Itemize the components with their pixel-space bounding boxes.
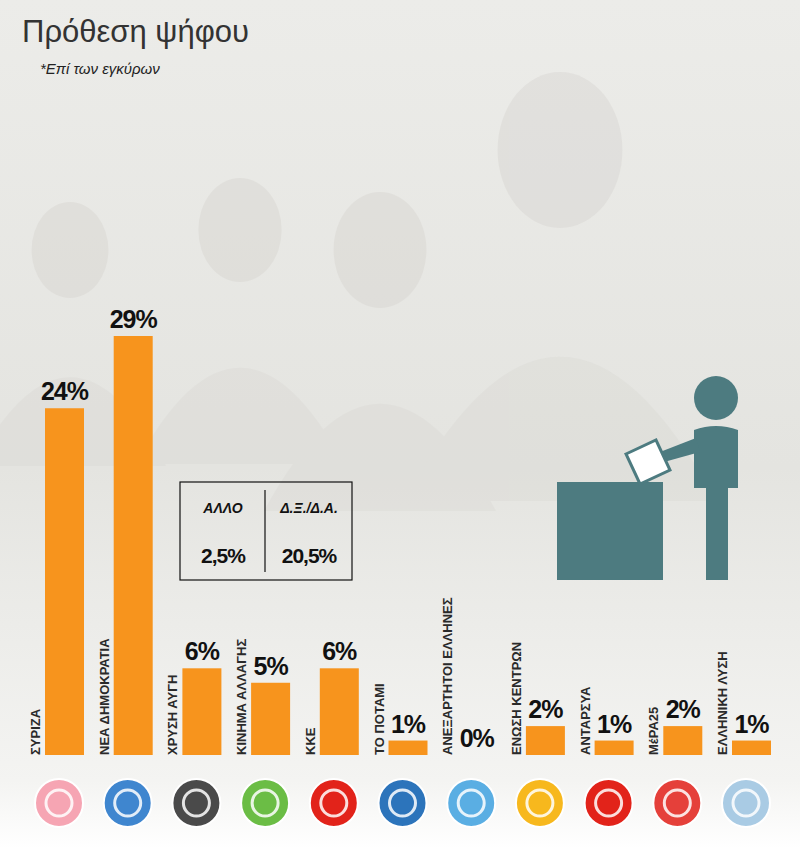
bar — [114, 336, 153, 755]
title: Πρόθεση ψήφου — [22, 14, 249, 49]
category-label: ΑΝΕΞΑΡΤΗΤΟΙ ΕΛΛΗΝΕΣ — [440, 597, 455, 755]
bar — [182, 668, 221, 755]
party-logos — [35, 779, 770, 827]
voter-body — [694, 426, 738, 580]
party-logo-emblem — [115, 790, 141, 816]
category-label: ΝΕΑ ΔΗΜΟΚΡΑΤΙΑ — [97, 638, 112, 755]
party-logo — [310, 779, 358, 827]
annotation-box: ΑΛΛΟ 2,5% Δ.Ξ./Δ.Α. 20,5% — [180, 482, 352, 580]
bar — [320, 668, 359, 755]
bar — [389, 741, 428, 755]
party-logo-emblem — [664, 790, 690, 816]
data-label: 1% — [597, 710, 632, 738]
bar — [251, 683, 290, 755]
party-logo — [516, 779, 564, 827]
photo-backdrop — [0, 72, 716, 511]
chart: Πρόθεση ψήφου *Επί των εγκύρων 24% ΣΥΡΙΖΑ 29… — [0, 0, 800, 849]
data-label: 5% — [254, 652, 289, 680]
background — [0, 0, 800, 849]
party-logo-emblem — [527, 790, 553, 816]
party-logo-emblem — [596, 790, 622, 816]
category-label: ΜέΡΑ25 — [646, 707, 661, 755]
party-logo — [241, 779, 289, 827]
annotation-frame — [180, 482, 352, 580]
labels: 24% ΣΥΡΙΖΑ 29% ΝΕΑ ΔΗΜΟΚΡΑΤΙΑ 6% ΧΡΥΣΗ ΑΥΓΗ 5%… — [28, 305, 769, 755]
category-label: ΑΝΤΑΡΣΥΑ — [578, 686, 593, 755]
ballot-box — [557, 482, 663, 580]
data-label: 1% — [391, 710, 426, 738]
party-logo-emblem — [390, 790, 416, 816]
annotation-title: Δ.Ξ./Δ.Α. — [279, 500, 338, 516]
bars — [45, 336, 771, 755]
party-logo — [653, 779, 701, 827]
category-label: ΤΟ ΠΟΤΑΜΙ — [372, 683, 387, 755]
party-logo-emblem — [183, 790, 209, 816]
bar — [457, 755, 496, 756]
data-label: 6% — [322, 637, 357, 665]
party-logo — [379, 779, 427, 827]
bar — [732, 741, 771, 755]
data-label: 2% — [528, 695, 563, 723]
category-label: ΚΚΕ — [303, 727, 318, 755]
silhouette-head — [498, 72, 623, 228]
annotation-value: 2,5% — [201, 544, 246, 567]
party-logo — [172, 779, 220, 827]
data-label: 0% — [460, 724, 495, 752]
voter-icon — [557, 376, 738, 580]
bar — [45, 408, 84, 755]
annotation-divider — [264, 490, 265, 572]
ballot — [626, 440, 670, 484]
party-logo — [722, 779, 770, 827]
bar — [595, 741, 634, 755]
data-label: 24% — [41, 377, 89, 405]
party-logo — [585, 779, 633, 827]
party-logo — [104, 779, 152, 827]
category-label: ΕΛΛΗΝΙΚΗ ΛΥΣΗ — [715, 651, 730, 755]
category-label: ΧΡΥΣΗ ΑΥΓΗ — [165, 675, 180, 755]
bar — [663, 726, 702, 755]
data-label: 1% — [734, 710, 769, 738]
annotation-value: 20,5% — [282, 544, 338, 567]
party-logo — [447, 779, 495, 827]
party-logo-emblem — [321, 790, 347, 816]
annotation-title: ΑΛΛΟ — [202, 500, 242, 516]
data-label: 29% — [110, 305, 158, 333]
data-label: 2% — [666, 695, 701, 723]
silhouette-head — [32, 202, 109, 298]
subtitle: *Επί των εγκύρων — [40, 60, 160, 77]
silhouette-body — [404, 357, 716, 501]
party-logo-emblem — [458, 790, 484, 816]
data-label: 6% — [185, 637, 220, 665]
silhouette-head — [334, 192, 427, 308]
category-label: ΚΙΝΗΜΑ ΑΛΛΑΓΗΣ — [234, 639, 249, 755]
voter-head — [694, 376, 738, 420]
party-logo — [35, 779, 83, 827]
party-logo-emblem — [46, 790, 72, 816]
bar — [526, 726, 565, 755]
category-label: ΕΝΩΣΗ ΚΕΝΤΡΩΝ — [509, 642, 524, 755]
party-logo-emblem — [252, 790, 278, 816]
party-logo-emblem — [733, 790, 759, 816]
category-label: ΣΥΡΙΖΑ — [28, 708, 43, 755]
silhouette-head — [198, 178, 281, 282]
